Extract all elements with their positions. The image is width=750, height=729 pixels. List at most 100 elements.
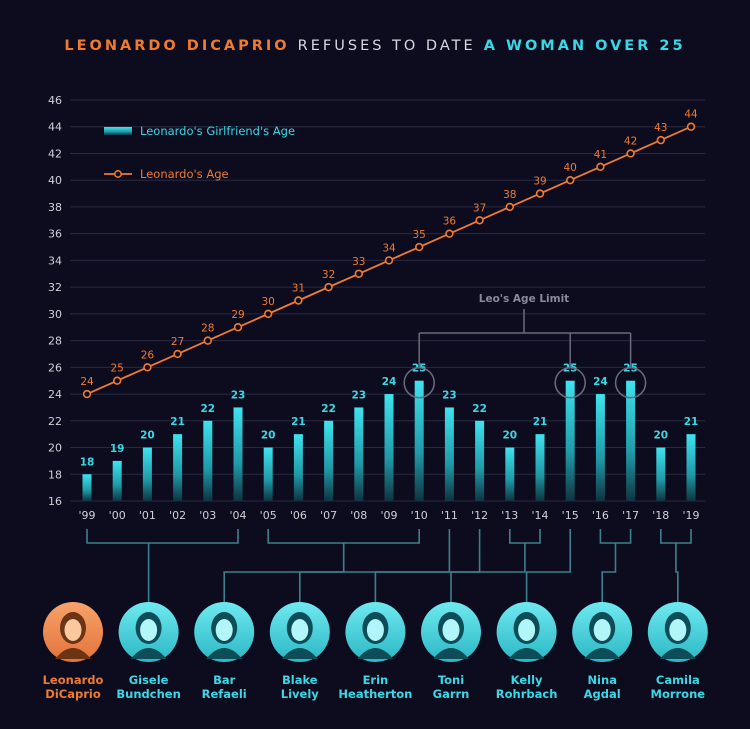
portrait-face bbox=[140, 619, 158, 641]
girlfriend-age-label: 24 bbox=[382, 376, 397, 388]
girlfriend-age-bar bbox=[233, 407, 243, 501]
leo-age-label: 27 bbox=[171, 336, 184, 348]
leo-age-label: 41 bbox=[594, 149, 607, 161]
x-tick-label: '08 bbox=[350, 509, 367, 522]
year-span-bracket bbox=[267, 529, 421, 544]
y-tick-label: 42 bbox=[48, 147, 62, 160]
girlfriend-age-label: 20 bbox=[140, 430, 155, 442]
girlfriend-age-bar bbox=[656, 447, 666, 501]
y-tick-label: 16 bbox=[48, 495, 62, 508]
person-name-first: Leonardo bbox=[43, 673, 104, 687]
leo-age-label: 26 bbox=[141, 349, 155, 361]
portrait-face bbox=[291, 619, 309, 641]
x-tick-label: '16 bbox=[592, 509, 609, 522]
portrait-shoulders bbox=[584, 648, 621, 659]
person-name-first: Erin bbox=[363, 673, 389, 687]
leo-age-point bbox=[143, 363, 152, 372]
person-connector bbox=[601, 543, 617, 602]
x-tick-label: '09 bbox=[380, 509, 397, 522]
girlfriend-age-bar bbox=[444, 407, 454, 501]
person-name-last: DiCaprio bbox=[45, 687, 101, 701]
girlfriend-age-bar bbox=[354, 407, 364, 501]
portrait-shoulders bbox=[130, 648, 167, 659]
x-tick-label: '07 bbox=[320, 509, 337, 522]
y-tick-label: 24 bbox=[48, 388, 62, 401]
portrait-face bbox=[593, 619, 611, 641]
leo-age-label: 39 bbox=[533, 176, 546, 188]
leo-age-label: 24 bbox=[80, 376, 94, 388]
y-axis-ticks: 16 18 20 22 24 26 28 30 32 34 36 38 40 42 44 46 bbox=[48, 94, 62, 508]
leo-age-point bbox=[324, 282, 333, 292]
portrait-shoulders bbox=[357, 648, 394, 659]
portrait-blake bbox=[269, 602, 330, 662]
leo-age-point bbox=[294, 296, 303, 305]
person-name-first: Nina bbox=[587, 673, 617, 687]
leo-age-label: 33 bbox=[352, 256, 365, 268]
leo-age-label: 43 bbox=[654, 122, 667, 134]
x-tick-label: '14 bbox=[531, 509, 548, 522]
girlfriend-age-label: 25 bbox=[563, 363, 578, 375]
portrait-shoulders bbox=[55, 648, 91, 659]
age-limit-annotation: Leo's Age Limit bbox=[403, 293, 647, 399]
leo-age-point bbox=[264, 309, 273, 319]
y-tick-label: 40 bbox=[48, 174, 62, 187]
girlfriend-age-bar bbox=[414, 380, 424, 501]
legend-bar-swatch bbox=[104, 127, 132, 135]
leo-age-label: 31 bbox=[292, 283, 305, 295]
girlfriend-age-label: 22 bbox=[321, 403, 336, 415]
legend-bar-label: Leonardo's Girlfriend's Age bbox=[140, 124, 295, 138]
x-tick-label: '12 bbox=[471, 509, 488, 522]
portrait-shoulders bbox=[433, 648, 469, 659]
leo-age-label: 30 bbox=[262, 296, 275, 308]
leo-age-label: 32 bbox=[322, 269, 335, 281]
x-tick-label: '05 bbox=[260, 509, 277, 522]
leo-age-label: 37 bbox=[473, 202, 486, 214]
person-connector bbox=[525, 543, 572, 602]
girlfriend-age-bars: 18 19 20 21 22 23 20 21 22 23 24 25 23 22 20 21 25 24 25 20… bbox=[80, 363, 698, 501]
portrait-erin bbox=[345, 602, 406, 662]
y-tick-label: 32 bbox=[48, 281, 62, 294]
leo-age-point bbox=[445, 229, 454, 238]
leo-age-label: 44 bbox=[684, 109, 698, 121]
leo-age-point bbox=[535, 189, 545, 198]
person-connector bbox=[298, 543, 451, 602]
y-tick-label: 28 bbox=[48, 335, 62, 348]
portrait-face bbox=[442, 619, 460, 641]
year-connectors bbox=[86, 529, 692, 602]
person-name-first: Blake bbox=[282, 673, 318, 687]
portrait-face bbox=[215, 619, 233, 641]
girlfriend-age-bar bbox=[293, 434, 303, 501]
leo-age-point bbox=[596, 162, 605, 172]
portrait-toni bbox=[421, 602, 481, 662]
girlfriend-age-bar bbox=[565, 380, 575, 501]
person-name-last: Lively bbox=[281, 687, 320, 701]
leo-age-label: 29 bbox=[231, 309, 244, 321]
year-span-bracket bbox=[659, 529, 692, 544]
person-name-last: Bundchen bbox=[116, 687, 180, 701]
leo-age-label: 25 bbox=[111, 363, 124, 375]
girlfriend-age-label: 21 bbox=[170, 416, 185, 428]
girlfriend-age-label: 19 bbox=[110, 443, 125, 455]
girlfriend-age-label: 24 bbox=[593, 376, 608, 388]
y-tick-label: 26 bbox=[48, 361, 62, 374]
leo-age-line: 24 25 26 27 28 29 30 31 32 33 34 35 36 37 38 39 40 41 42 43… bbox=[80, 109, 698, 399]
leo-age-point bbox=[565, 176, 575, 185]
x-tick-label: '13 bbox=[501, 509, 518, 522]
girlfriend-age-label: 21 bbox=[291, 416, 306, 428]
girlfriend-age-label: 21 bbox=[533, 416, 548, 428]
leo-age-point bbox=[384, 256, 394, 265]
page-title: LEONARDO DICAPRIO REFUSES TO DATE A WOMA… bbox=[0, 38, 750, 54]
year-span-bracket bbox=[86, 529, 239, 544]
portrait-face bbox=[518, 619, 536, 641]
girlfriend-age-label: 22 bbox=[472, 403, 487, 415]
x-tick-label: '18 bbox=[652, 509, 669, 522]
girlfriend-age-bar bbox=[505, 447, 515, 501]
x-tick-label: '00 bbox=[109, 509, 126, 522]
person-name-last: Agdal bbox=[584, 687, 621, 701]
title-part-2: REFUSES TO DATE bbox=[297, 38, 476, 54]
person-name-first: Kelly bbox=[511, 673, 543, 687]
y-tick-label: 34 bbox=[48, 254, 62, 267]
girlfriend-age-label: 23 bbox=[442, 389, 457, 401]
